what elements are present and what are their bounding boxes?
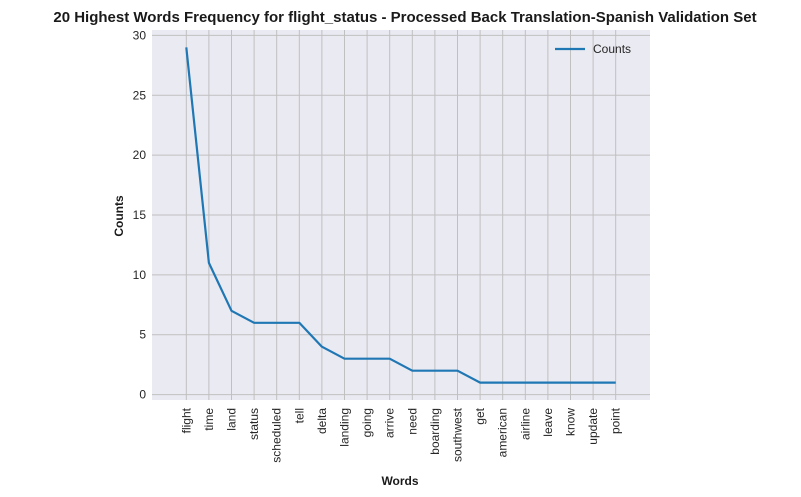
y-tick-label: 25: [133, 88, 147, 102]
x-axis-label: Words: [381, 474, 418, 488]
x-tick-label: southwest: [451, 407, 465, 462]
y-tick-label: 30: [133, 28, 147, 42]
x-tick-label: time: [202, 408, 216, 431]
grid-lines: [152, 30, 650, 400]
x-axis-ticks: flight time land status scheduled tell delta la…: [179, 407, 622, 462]
series-line-counts: [185, 47, 616, 384]
x-tick-label: landing: [338, 408, 352, 447]
x-tick-label: leave: [541, 408, 555, 437]
x-tick-label: know: [564, 408, 578, 436]
x-tick-label: american: [496, 408, 510, 457]
x-tick-label: tell: [292, 408, 306, 423]
x-tick-label: need: [405, 408, 419, 435]
chart-title: 20 Highest Words Frequency for flight_st…: [53, 9, 756, 26]
legend-label-counts: Counts: [593, 42, 631, 56]
y-axis-label: Counts: [112, 195, 126, 237]
x-tick-label: land: [225, 408, 239, 431]
y-tick-label: 15: [133, 208, 147, 222]
series-group: [185, 47, 616, 384]
x-tick-label: update: [586, 408, 600, 445]
x-tick-label: airline: [518, 408, 532, 440]
x-tick-label: going: [360, 408, 374, 437]
legend: Counts: [555, 42, 631, 56]
x-tick-label: get: [473, 407, 487, 424]
x-tick-label: delta: [315, 408, 329, 434]
x-tick-label: scheduled: [270, 408, 284, 463]
y-tick-label: 5: [139, 328, 146, 342]
x-tick-label: arrive: [383, 408, 397, 438]
y-tick-label: 20: [133, 148, 147, 162]
x-tick-label: point: [609, 407, 623, 434]
x-tick-label: status: [247, 408, 261, 440]
y-tick-label: 0: [139, 388, 146, 402]
y-tick-label: 10: [133, 268, 147, 282]
x-tick-label: boarding: [428, 408, 442, 455]
y-axis-ticks: 0 5 10 15 20 25 30: [133, 28, 147, 401]
x-tick-label: flight: [179, 407, 193, 433]
